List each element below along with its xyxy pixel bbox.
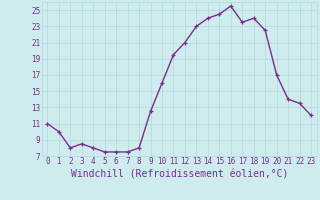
X-axis label: Windchill (Refroidissement éolien,°C): Windchill (Refroidissement éolien,°C) — [70, 169, 288, 179]
